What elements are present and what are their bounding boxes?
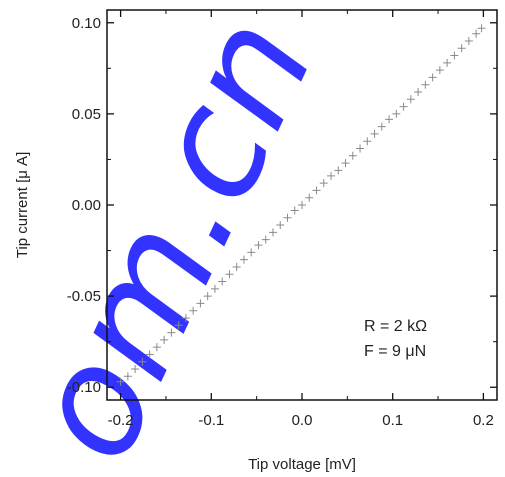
data-point [327,171,336,180]
y-tick-label: -0.05 [67,288,101,305]
data-point [428,73,437,82]
data-point [312,186,321,195]
data-point [356,144,365,153]
data-point [283,213,292,222]
data-point [152,343,161,352]
data-point [406,95,415,104]
data-point [181,313,190,322]
data-point [298,201,306,209]
y-tick-label: -0.10 [67,379,101,396]
data-point [363,137,372,146]
data-point [116,377,125,386]
data-point [160,335,169,344]
ticks: -0.2 -0.1 0.0 0.1 0.2 -0.10 -0.05 0.00 0.05 0.10 [67,10,497,429]
data-point [189,306,198,315]
y-axis-label: Tip current [μ A] [14,152,31,258]
data-point [348,151,357,160]
y-tick-label: 0.05 [72,106,101,123]
x-tick-label: -0.2 [108,412,134,429]
data-point [377,122,386,131]
data-point [334,166,343,175]
annotation-force: F = 9 μN [364,343,426,360]
watermark-text: om.cn [0,0,348,477]
data-point [174,321,183,330]
data-point [138,357,147,366]
data-point [232,262,241,271]
data-point [399,102,408,111]
watermark: om.cn [0,0,348,477]
data-point [443,58,452,67]
y-tick-label: 0.00 [72,197,101,214]
data-point [472,29,481,38]
data-markers [116,24,486,386]
data-point [131,365,140,374]
data-point [239,255,248,264]
x-tick-label: 0.1 [382,412,403,429]
data-point [370,129,379,138]
data-point [464,36,473,45]
data-point [167,328,176,337]
data-point [421,80,430,89]
data-point [123,372,132,381]
x-tick-label: 0.0 [292,412,313,429]
data-point [450,51,459,60]
x-tick-label: -0.1 [198,412,224,429]
data-point [145,350,154,359]
data-point [477,24,486,33]
data-point [225,270,234,279]
data-point [319,179,328,188]
data-point [268,228,277,237]
data-point [385,115,394,124]
data-point [254,241,263,250]
data-point [341,159,350,168]
data-point [392,109,401,118]
data-point [414,88,423,97]
x-axis-label: Tip voltage [mV] [248,456,356,473]
data-point [457,44,466,53]
data-point [203,292,212,301]
data-point [247,248,256,257]
x-tick-label: 0.2 [473,412,494,429]
data-point [196,299,205,308]
annotation-resistance: R = 2 kΩ [364,318,427,335]
data-point [218,277,227,286]
data-point [276,221,285,230]
data-point [305,193,314,202]
data-point [435,66,444,75]
data-point [210,284,219,293]
data-point [261,235,270,244]
data-point [290,206,299,215]
y-tick-label: 0.10 [72,15,101,32]
